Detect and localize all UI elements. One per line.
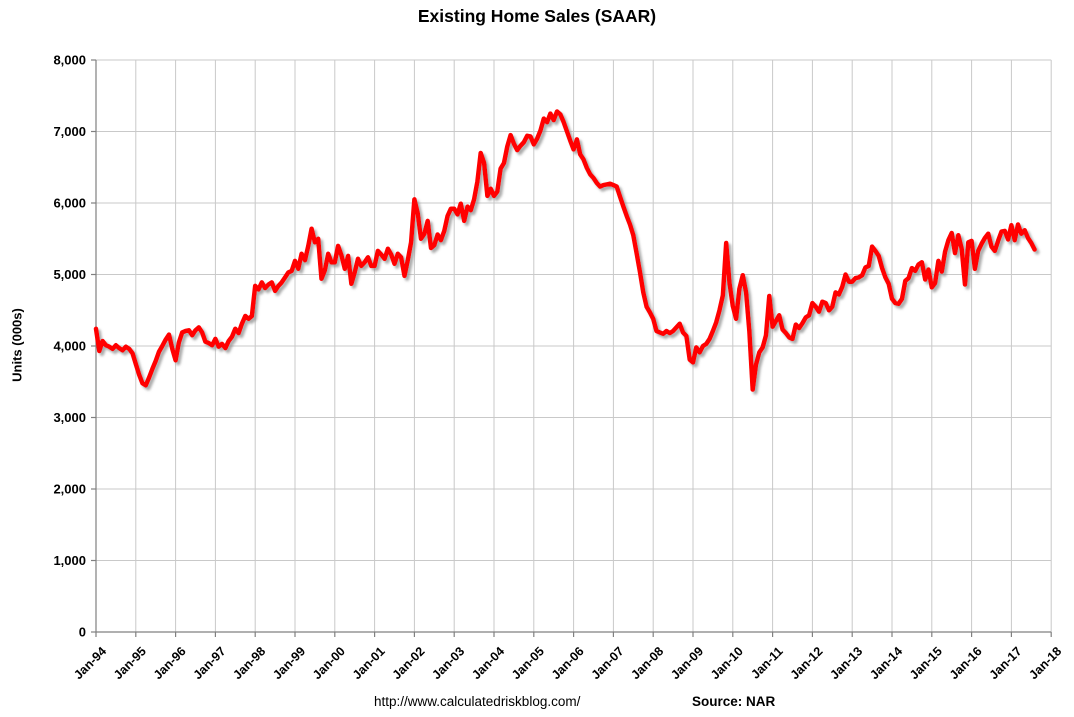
svg-text:Jan-03: Jan-03 xyxy=(429,644,467,682)
svg-text:Jan-04: Jan-04 xyxy=(469,644,507,682)
chart-title: Existing Home Sales (SAAR) xyxy=(417,6,657,26)
y-axis-tick-labels: 0 1,000 2,000 3,000 4,000 5,000 6,000 7,000 8,00… xyxy=(53,53,86,640)
svg-text:Jan-95: Jan-95 xyxy=(111,644,149,682)
svg-text:Jan-12: Jan-12 xyxy=(788,644,826,682)
svg-text:Jan-16: Jan-16 xyxy=(947,644,985,682)
svg-text:Jan-14: Jan-14 xyxy=(867,644,905,682)
svg-text:5,000: 5,000 xyxy=(53,267,86,282)
axes xyxy=(91,59,1052,637)
svg-text:Jan-17: Jan-17 xyxy=(987,644,1025,682)
existing-home-sales-line xyxy=(93,109,1037,392)
svg-text:Jan-01: Jan-01 xyxy=(350,644,388,682)
svg-text:Jan-13: Jan-13 xyxy=(827,644,865,682)
svg-text:Jan-10: Jan-10 xyxy=(708,644,746,682)
svg-text:8,000: 8,000 xyxy=(53,53,86,68)
svg-text:Jan-08: Jan-08 xyxy=(628,644,666,682)
svg-text:1,000: 1,000 xyxy=(53,553,86,568)
svg-text:Jan-06: Jan-06 xyxy=(549,644,587,682)
svg-text:Jan-02: Jan-02 xyxy=(390,644,428,682)
svg-text:7,000: 7,000 xyxy=(53,124,86,139)
footer-source: Source: NAR xyxy=(692,694,776,709)
svg-text:Jan-96: Jan-96 xyxy=(151,644,189,682)
svg-text:4,000: 4,000 xyxy=(53,339,86,354)
svg-text:0: 0 xyxy=(79,625,86,640)
x-axis-tick-labels: Jan-94 Jan-95 Jan-96 Jan-97 Jan-98 Jan-99 Jan-… xyxy=(71,644,1064,682)
svg-text:Jan-09: Jan-09 xyxy=(668,644,706,682)
svg-text:Jan-15: Jan-15 xyxy=(907,644,945,682)
svg-text:Jan-00: Jan-00 xyxy=(310,644,348,682)
chart-plot-area: 0 1,000 2,000 3,000 4,000 5,000 6,000 7,000 8,00… xyxy=(53,53,1064,683)
svg-text:Jan-99: Jan-99 xyxy=(270,644,308,682)
svg-text:Jan-05: Jan-05 xyxy=(509,644,547,682)
footer-url: http://www.calculatedriskblog.com/ xyxy=(374,694,581,709)
svg-text:Jan-07: Jan-07 xyxy=(589,644,627,682)
svg-text:Jan-94: Jan-94 xyxy=(71,644,109,682)
svg-text:Jan-11: Jan-11 xyxy=(748,644,785,681)
svg-text:Jan-18: Jan-18 xyxy=(1026,644,1064,682)
svg-text:6,000: 6,000 xyxy=(53,196,86,211)
svg-text:Jan-97: Jan-97 xyxy=(191,644,229,682)
svg-text:2,000: 2,000 xyxy=(53,482,86,497)
svg-text:3,000: 3,000 xyxy=(53,410,86,425)
svg-text:Jan-98: Jan-98 xyxy=(230,644,268,682)
